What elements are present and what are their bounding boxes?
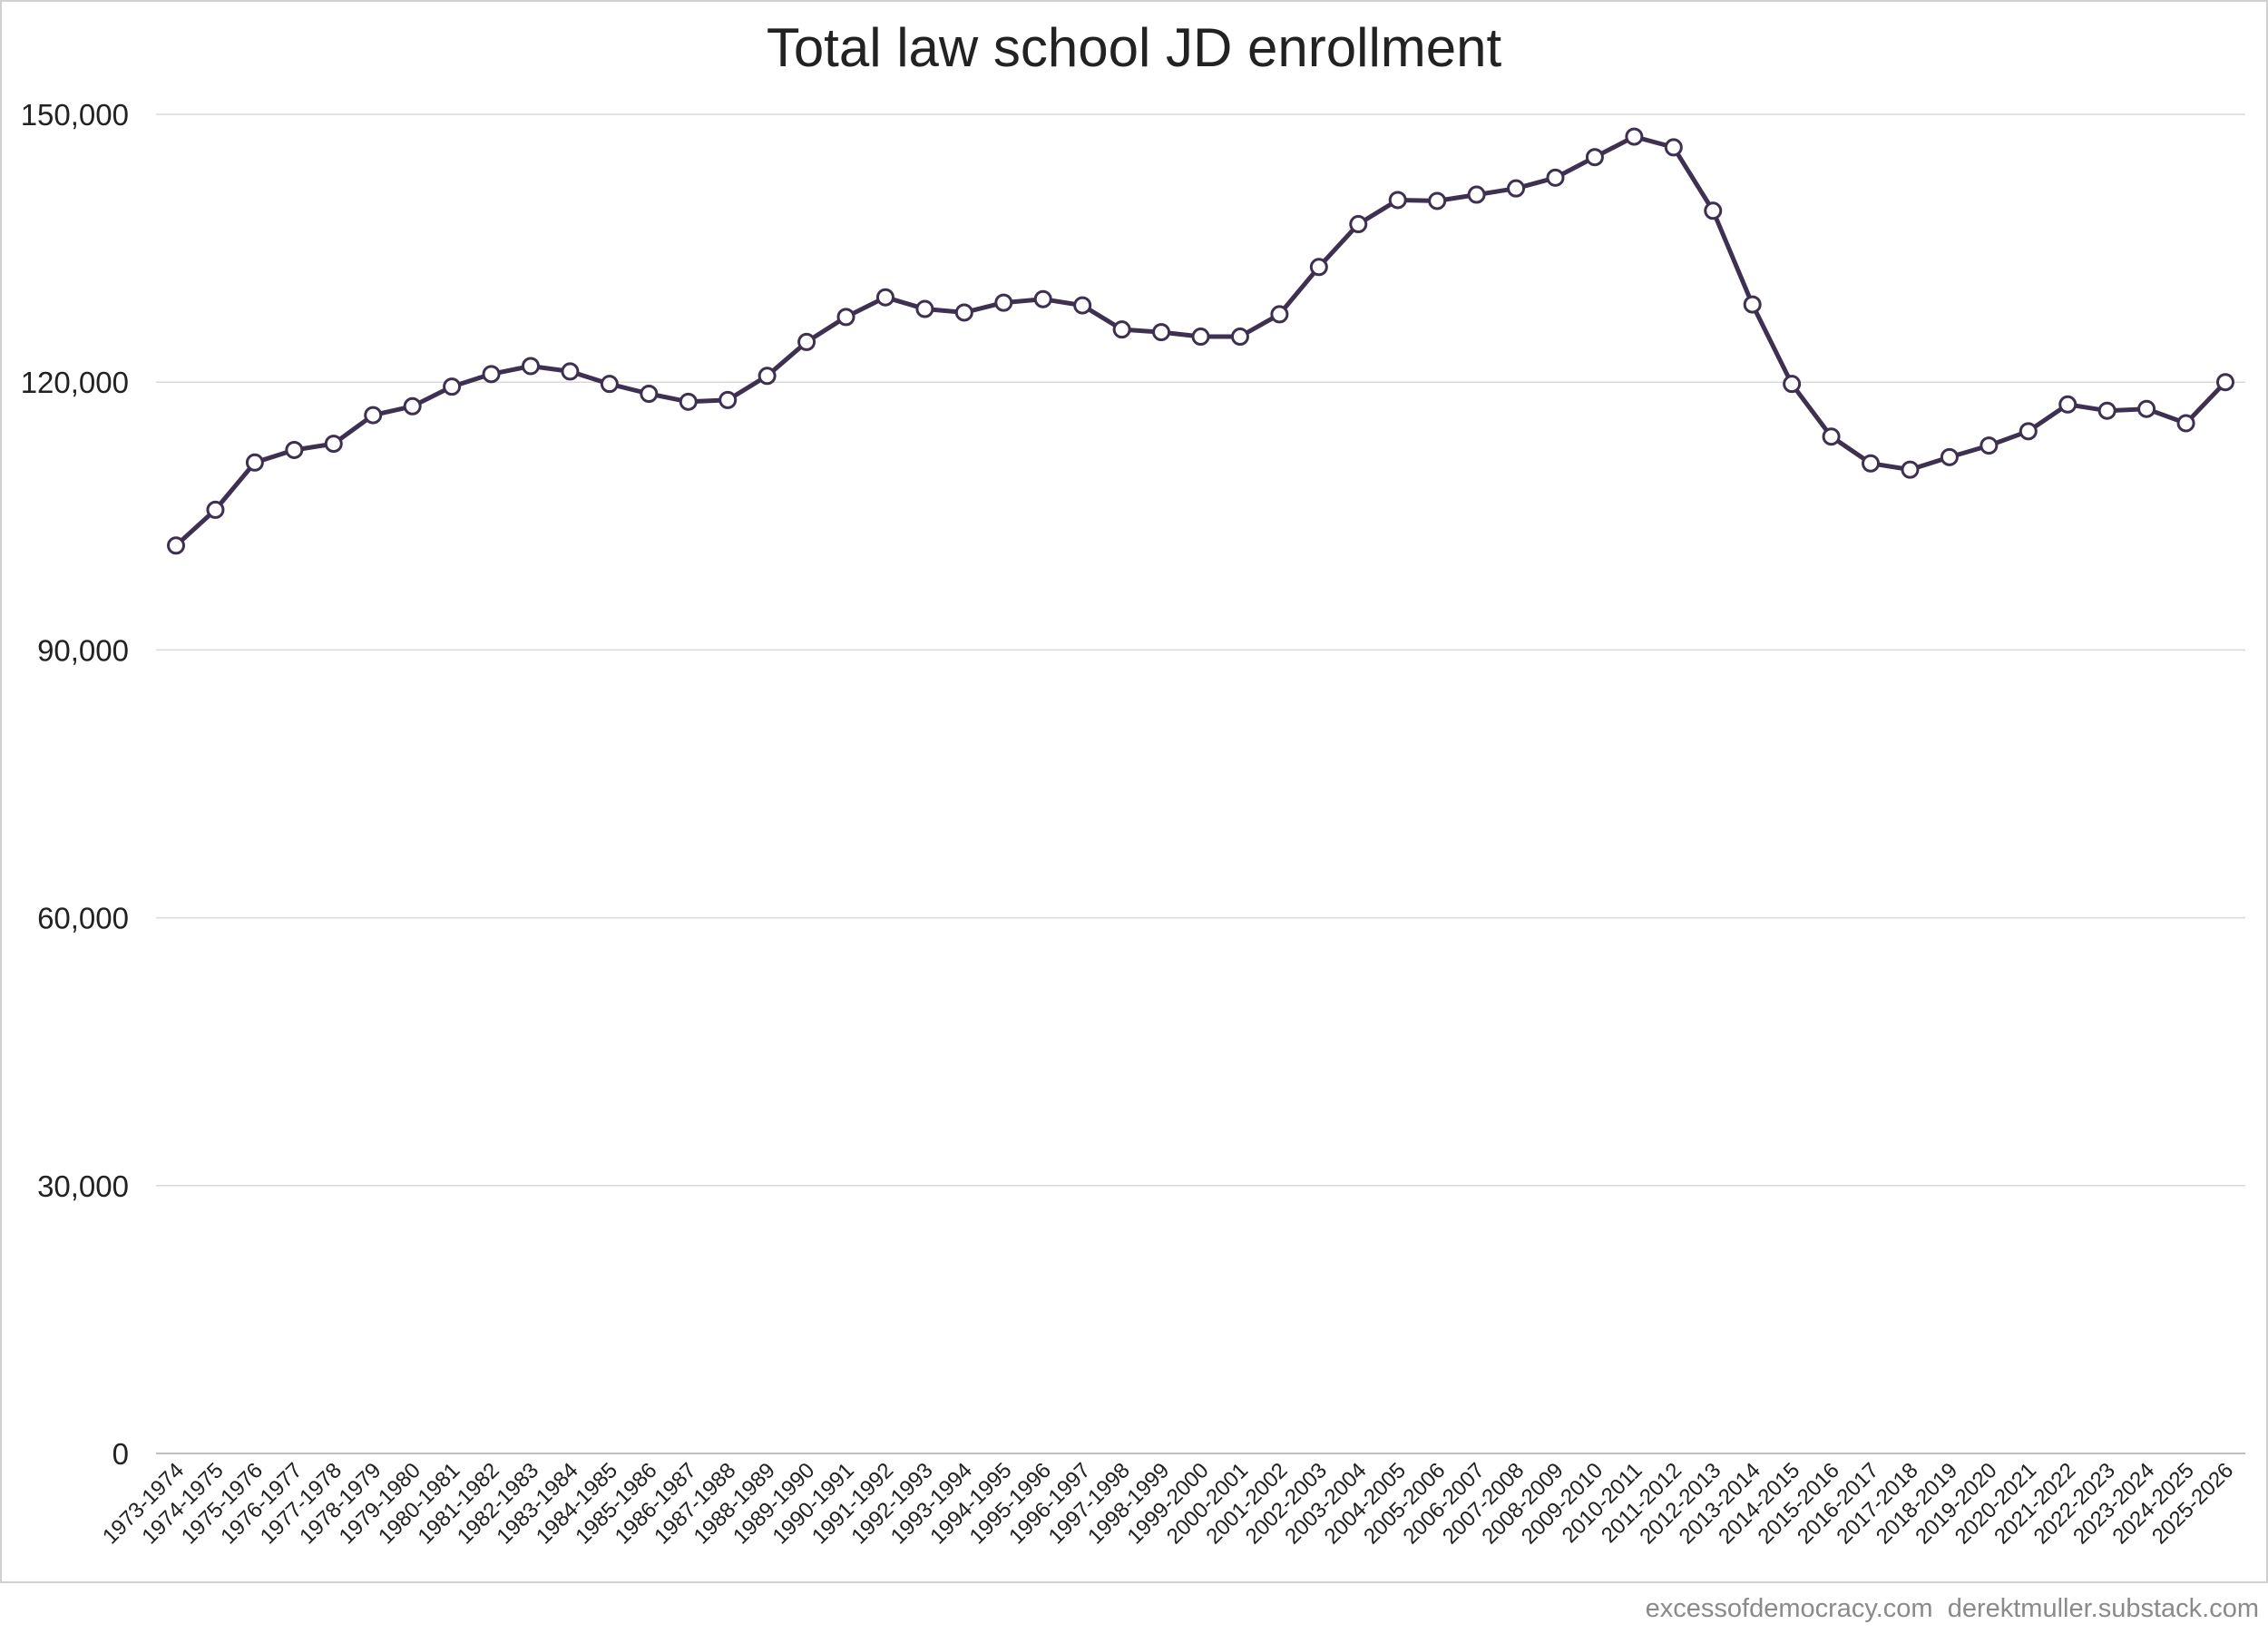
chart-border: [0, 0, 2268, 1583]
data-point: [915, 299, 934, 318]
data-point: [206, 500, 225, 519]
data-point: [1507, 179, 1526, 198]
data-point: [758, 367, 777, 386]
data-point: [1270, 305, 1289, 324]
data-point: [2176, 414, 2195, 433]
data-point: [1467, 185, 1486, 204]
data-point: [954, 303, 973, 322]
data-point: [167, 536, 185, 555]
y-tick-label: 150,000: [21, 98, 129, 132]
data-point: [1152, 323, 1171, 342]
data-point: [600, 375, 619, 394]
data-point: [285, 440, 304, 459]
data-point: [403, 396, 422, 416]
data-point: [719, 390, 738, 409]
data-point: [1704, 201, 1723, 220]
data-point: [482, 365, 501, 384]
y-tick-label: 30,000: [37, 1169, 129, 1203]
data-point: [561, 362, 580, 381]
gridlines: [156, 113, 2245, 1187]
data-point: [1822, 427, 1841, 446]
footer-source-text: excessofdemocracy.com derektmuller.subst…: [1646, 1594, 2259, 1623]
data-point: [875, 288, 894, 307]
data-point: [364, 406, 383, 425]
data-point: [1940, 447, 1959, 466]
chart-title: Total law school JD enrollment: [767, 17, 1502, 78]
data-point: [1428, 191, 1447, 210]
data-point: [1585, 148, 1604, 167]
data-point: [2097, 401, 2116, 420]
data-point: [521, 357, 540, 376]
data-point: [1783, 375, 1802, 394]
data-point: [1033, 289, 1052, 308]
data-point: [1862, 454, 1881, 473]
data-point: [2019, 422, 2038, 441]
data-point: [1191, 328, 1210, 347]
data-point: [1546, 168, 1565, 187]
x-axis-tick-labels: 1973-19741974-19751975-19761976-19771977…: [98, 1458, 2238, 1549]
data-point: [324, 435, 343, 454]
data-point: [1349, 215, 1368, 234]
y-tick-label: 0: [112, 1437, 129, 1471]
data-point: [1073, 296, 1092, 315]
data-point: [2216, 373, 2234, 392]
data-point: [1664, 138, 1683, 157]
data-point: [1230, 328, 1249, 347]
data-point: [1112, 320, 1131, 339]
data-point: [797, 332, 816, 351]
data-point: [994, 293, 1013, 312]
data-point: [1388, 191, 1407, 210]
y-tick-label: 60,000: [37, 902, 129, 935]
data-point: [245, 453, 264, 472]
series-enrollment: [167, 127, 2234, 555]
data-point: [1743, 295, 1762, 314]
y-axis-tick-labels: 0 30,000 60,000 90,000 120,000 150,000: [21, 98, 129, 1471]
data-point: [2058, 395, 2077, 414]
data-point: [1901, 460, 1920, 479]
data-point: [836, 308, 855, 327]
y-tick-label: 120,000: [21, 366, 129, 399]
data-point: [1309, 258, 1328, 277]
y-tick-label: 90,000: [37, 633, 129, 667]
data-point: [640, 384, 659, 403]
data-point: [2137, 399, 2156, 418]
data-point: [679, 392, 698, 411]
data-point: [1980, 436, 1999, 455]
data-point: [1625, 127, 1644, 146]
data-point: [443, 377, 462, 396]
